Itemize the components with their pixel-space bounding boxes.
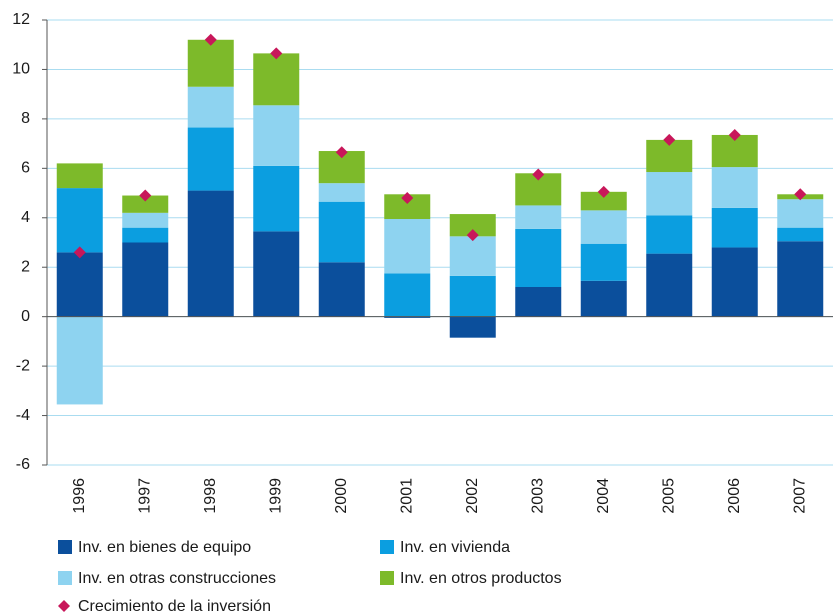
legend-label: Inv. en otras construcciones (78, 570, 276, 587)
diamond-marker (663, 133, 676, 146)
bar (646, 172, 693, 216)
bar (187, 86, 234, 128)
diamond-marker (139, 189, 152, 202)
legend-label: Inv. en vivienda (400, 539, 510, 556)
diamond-marker (466, 229, 479, 242)
bar (56, 316, 103, 405)
legend-label: Inv. en bienes de equipo (78, 539, 251, 556)
diamond-marker (270, 47, 283, 60)
bar (449, 316, 496, 338)
diamond-marker (204, 33, 217, 46)
diamond-marker (728, 128, 741, 141)
bar (187, 39, 234, 87)
x-tick-label: 2007 (791, 478, 808, 514)
bar (122, 195, 169, 213)
bar (56, 188, 103, 253)
bar (253, 165, 300, 232)
x-tick-label: 1998 (202, 478, 219, 514)
x-tick-label: 1997 (136, 478, 153, 514)
diamond-marker (335, 146, 348, 159)
bar (253, 231, 300, 317)
x-tick-label: 2002 (464, 478, 481, 514)
bar (384, 316, 431, 318)
bar (580, 191, 627, 211)
bar (711, 207, 758, 248)
bar (646, 253, 693, 317)
legend-swatch (58, 571, 72, 585)
bar (253, 53, 300, 106)
bar (580, 243, 627, 281)
bar (580, 280, 627, 317)
bar (187, 127, 234, 191)
x-tick-label: 2004 (595, 478, 612, 514)
bar (449, 236, 496, 276)
x-tick-label: 2006 (726, 478, 743, 514)
bar (56, 163, 103, 189)
bar (777, 227, 824, 242)
bar (253, 105, 300, 166)
legend-swatch (380, 540, 394, 554)
legend-swatch (380, 571, 394, 585)
bar (777, 199, 824, 228)
bar (122, 212, 169, 228)
y-tick-label: -2 (16, 357, 30, 374)
y-tick-label: -6 (16, 456, 30, 473)
diamond-marker (597, 185, 610, 198)
diamond-marker (532, 168, 545, 181)
bar (449, 275, 496, 317)
x-tick-label: 2000 (333, 478, 350, 514)
bar (711, 247, 758, 317)
legend-label: Inv. en otros productos (400, 570, 562, 587)
legend-swatch (58, 540, 72, 554)
y-tick-label: 12 (12, 11, 30, 28)
bar (580, 210, 627, 244)
bar (318, 262, 365, 317)
y-tick-label: 8 (21, 110, 30, 127)
y-tick-label: 4 (21, 209, 30, 226)
bar (515, 228, 562, 287)
bar (384, 273, 431, 317)
x-tick-label: 2005 (660, 478, 677, 514)
bar (122, 227, 169, 243)
bar (777, 241, 824, 317)
y-tick-label: 6 (21, 160, 30, 177)
legend-label: Crecimiento de la inversión (78, 598, 271, 615)
x-tick-label: 2003 (529, 478, 546, 514)
diamond-marker (73, 246, 86, 259)
y-tick-label: 0 (21, 308, 30, 325)
legend-marker (58, 600, 70, 612)
bar (122, 242, 169, 317)
x-tick-label: 1996 (71, 478, 88, 514)
bar (515, 205, 562, 229)
bar (711, 167, 758, 208)
diamond-marker (401, 192, 414, 204)
y-tick-label: 10 (12, 61, 30, 78)
bar (384, 219, 431, 274)
bar (318, 201, 365, 263)
y-tick-label: -4 (16, 407, 30, 424)
bar (56, 252, 103, 317)
y-tick-label: 2 (21, 258, 30, 275)
x-tick-label: 1999 (267, 478, 284, 514)
bar (187, 190, 234, 317)
bar (646, 215, 693, 254)
bar (515, 287, 562, 317)
x-tick-label: 2001 (398, 478, 415, 514)
bar (449, 214, 496, 237)
bar (318, 183, 365, 202)
diamond-marker (794, 188, 807, 201)
